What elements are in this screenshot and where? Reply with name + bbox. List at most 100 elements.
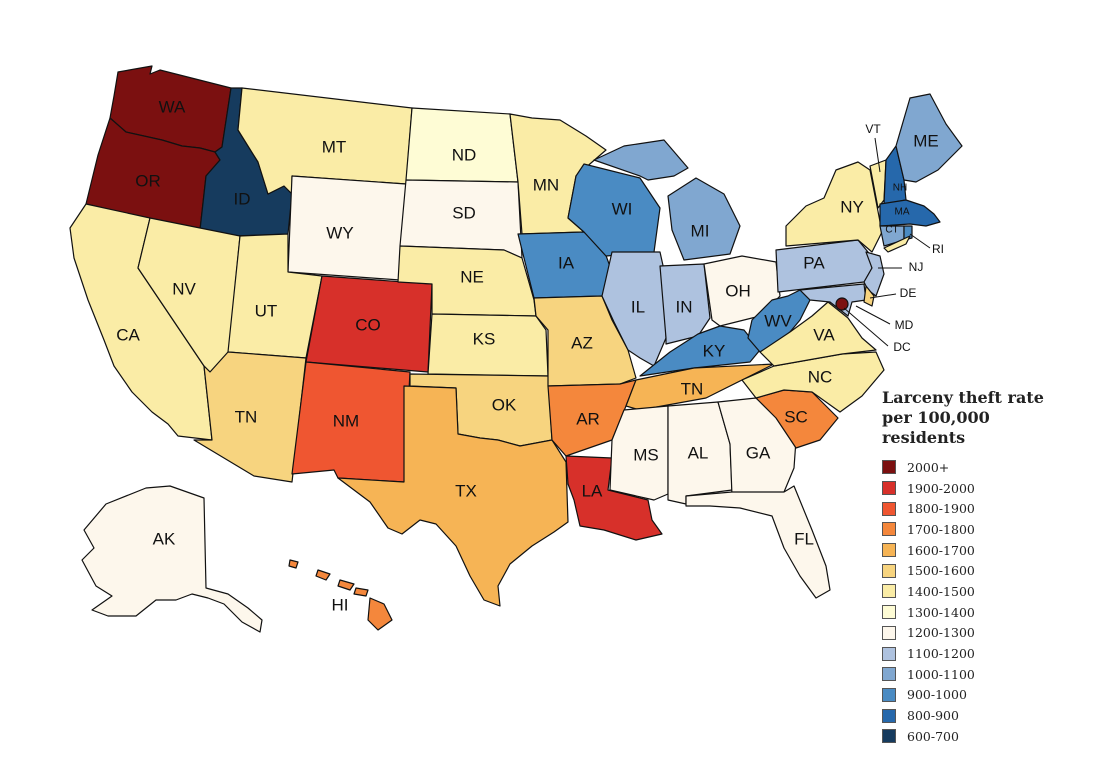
- legend-label: 1300-1400: [907, 604, 975, 620]
- legend-label: 1400-1500: [907, 583, 975, 599]
- state-va: [759, 301, 877, 367]
- legend-swatch: [882, 646, 896, 661]
- label-nd: ND: [452, 145, 477, 164]
- label-in: IN: [676, 297, 693, 316]
- legend-swatch: [882, 667, 896, 682]
- leader-dc: [843, 307, 889, 347]
- state-me: [895, 93, 963, 183]
- state-hi-2: [315, 569, 331, 581]
- legend-item: 1000-1100: [882, 664, 1082, 685]
- label-vt: VT: [865, 122, 881, 136]
- label-ky: KY: [703, 341, 726, 360]
- legend-item: 1200-1300: [882, 623, 1082, 644]
- legend-label: 1500-1600: [907, 563, 975, 579]
- legend-label: 1000-1100: [907, 666, 975, 682]
- leader-de: [869, 293, 897, 299]
- legend-swatch: [882, 543, 896, 558]
- label-ia: IA: [558, 253, 575, 272]
- legend-item: 1300-1400: [882, 602, 1082, 623]
- label-nm: NM: [333, 411, 359, 430]
- state-tn: [625, 363, 775, 411]
- legend-label: 1800-1900: [907, 501, 975, 517]
- leader-ri: [909, 233, 931, 249]
- legend-swatch: [882, 460, 896, 475]
- label-pa: PA: [803, 253, 825, 272]
- label-ct: CT: [885, 225, 898, 236]
- label-tx: TX: [455, 481, 477, 500]
- state-ny-long-island: [883, 235, 911, 253]
- label-mt: MT: [322, 137, 347, 156]
- label-ok: OK: [492, 395, 517, 414]
- label-mi: MI: [691, 221, 710, 240]
- label-md: MD: [895, 318, 914, 332]
- legend-title-line-2: per 100,000: [882, 408, 990, 427]
- legend-label: 2000+: [907, 459, 950, 475]
- label-sd: SD: [452, 203, 476, 222]
- legend-swatch: [882, 605, 896, 620]
- legend-label: 1100-1200: [907, 646, 975, 662]
- label-ak: AK: [153, 529, 176, 548]
- label-oh: OH: [725, 281, 751, 300]
- legend-label: 900-1000: [907, 687, 967, 703]
- legend-title: Larceny theft rate per 100,000 residents: [882, 388, 1082, 448]
- legend-swatch: [882, 563, 896, 578]
- state-la: [565, 455, 663, 541]
- legend-item: 1700-1800: [882, 519, 1082, 540]
- label-al: AL: [688, 443, 709, 462]
- label-va: VA: [813, 325, 835, 344]
- label-ri: RI: [932, 242, 944, 256]
- label-fl: FL: [794, 529, 814, 548]
- label-il: IL: [631, 297, 645, 316]
- label-wa: WA: [159, 97, 186, 116]
- label-tn: TN: [681, 379, 704, 398]
- legend-item: 1400-1500: [882, 581, 1082, 602]
- legend-item: 2000+: [882, 457, 1082, 478]
- legend-swatch: [882, 687, 896, 702]
- label-ga: GA: [746, 443, 771, 462]
- label-ny: NY: [840, 197, 864, 216]
- state-ky: [639, 325, 761, 377]
- legend-item: 1100-1200: [882, 643, 1082, 664]
- label-de: DE: [900, 286, 917, 300]
- legend-item: 1900-2000: [882, 478, 1082, 499]
- label-co: CO: [355, 315, 381, 334]
- label-ut: UT: [255, 301, 278, 320]
- label-dc: DC: [893, 340, 911, 354]
- label-wv: WV: [764, 311, 792, 330]
- state-il: [601, 251, 667, 367]
- legend-label: 800-900: [907, 708, 959, 724]
- state-mi: [593, 139, 741, 261]
- legend-swatch: [882, 501, 896, 516]
- legend-item: 800-900: [882, 705, 1082, 726]
- label-ms: MS: [633, 445, 659, 464]
- legend-item: 600-700: [882, 726, 1082, 747]
- label-nc: NC: [808, 367, 833, 386]
- state-ny: [785, 161, 883, 253]
- state-wv: [747, 289, 811, 353]
- state-nh: [883, 145, 907, 205]
- state-nc: [741, 351, 885, 413]
- legend-item: 1800-1900: [882, 498, 1082, 519]
- label-la: LA: [582, 481, 603, 500]
- legend: Larceny theft rate per 100,000 residents…: [882, 388, 1082, 747]
- label-sc: SC: [784, 407, 808, 426]
- state-md: [799, 283, 867, 317]
- label-mn: MN: [533, 175, 559, 194]
- label-ma: MA: [895, 207, 910, 218]
- legend-title-line-3: residents: [882, 428, 966, 447]
- label-me: ME: [913, 131, 939, 150]
- legend-swatch: [882, 729, 896, 744]
- label-ne: NE: [460, 267, 484, 286]
- legend-item: 900-1000: [882, 685, 1082, 706]
- legend-item: 1600-1700: [882, 540, 1082, 561]
- legend-label: 1600-1700: [907, 542, 975, 558]
- leader-vt: [874, 137, 881, 173]
- state-hi-1: [288, 559, 299, 569]
- legend-label: 1200-1300: [907, 625, 975, 641]
- state-ak: [81, 485, 263, 633]
- label-ar: AR: [576, 409, 600, 428]
- legend-swatch: [882, 522, 896, 537]
- label-wi: WI: [612, 199, 633, 218]
- state-hi-5: [367, 597, 393, 631]
